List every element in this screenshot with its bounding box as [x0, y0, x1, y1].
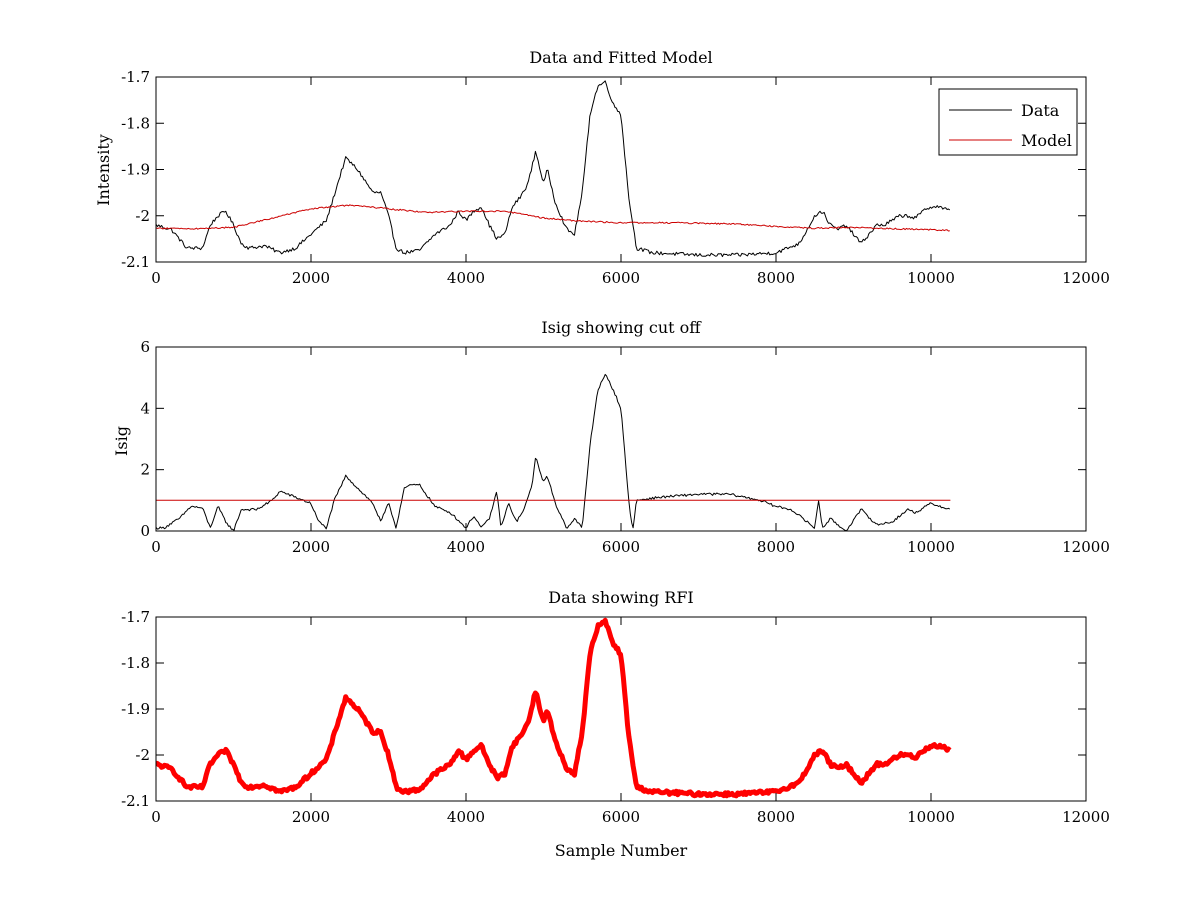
x-axis-label: Sample Number	[555, 841, 688, 860]
y-tick-label: -2.1	[121, 792, 150, 810]
legend: Data Model	[938, 88, 1078, 156]
y-tick-label: 2	[140, 461, 150, 479]
x-tick-label: 6000	[602, 808, 640, 826]
y-tick-label: -1.9	[121, 700, 150, 718]
x-tick-label: 6000	[602, 269, 640, 287]
y-tick-label: -1.9	[121, 161, 150, 179]
x-tick-label: 8000	[757, 269, 795, 287]
panel-2-title: Isig showing cut off	[541, 318, 702, 337]
y-tick-label: -1.8	[121, 114, 150, 132]
legend-model-label: Model	[1021, 131, 1072, 150]
x-tick-label: 12000	[1062, 538, 1110, 556]
panel-1-title: Data and Fitted Model	[529, 48, 712, 67]
series-group	[156, 617, 952, 799]
panel-3-plot: 0 2000 4000 6000 8000 10000 12000 -2.1 -2 -1.9 -1.…	[121, 608, 1110, 826]
series-group	[156, 373, 951, 531]
x-tick-label: 10000	[907, 269, 955, 287]
panel-3: Data showing RFI 0 2000 4000 6000 8000 10000 1…	[121, 588, 1110, 860]
x-tick-label: 4000	[447, 808, 485, 826]
legend-box	[938, 88, 1078, 156]
panel-2-plot: 0 2000 4000 6000 8000 10000 12000 0 2 4 6	[140, 338, 1109, 556]
x-tick-label: 2000	[292, 269, 330, 287]
y-tick-label: -1.7	[121, 68, 150, 86]
x-tick-label: 2000	[292, 538, 330, 556]
y-tick-label: 4	[140, 399, 150, 417]
y-tick-label: -2	[135, 207, 150, 225]
panel-1-ylabel: Intensity	[94, 134, 113, 206]
series-line-0	[156, 80, 951, 258]
x-tick-label: 0	[151, 808, 161, 826]
legend-data-label: Data	[1021, 101, 1060, 120]
x-tick-label: 10000	[907, 808, 955, 826]
y-tick-label: 6	[140, 338, 150, 356]
series-line-0	[156, 373, 951, 531]
x-tick-label: 4000	[447, 538, 485, 556]
panel-2-ylabel: Isig	[112, 426, 131, 456]
y-tick-label: -1.8	[121, 654, 150, 672]
panel-2: Isig showing cut off Isig 0 2000 4000 6000 8…	[112, 318, 1110, 556]
x-tick-label: 2000	[292, 808, 330, 826]
x-tick-label: 8000	[757, 808, 795, 826]
x-tick-label: 4000	[447, 269, 485, 287]
series-line-1	[156, 204, 950, 232]
y-tick-label: -2.1	[121, 253, 150, 271]
x-tick-label: 8000	[757, 538, 795, 556]
y-tick-label: 0	[140, 522, 150, 540]
x-tick-label: 12000	[1062, 269, 1110, 287]
panel-3-title: Data showing RFI	[548, 588, 693, 607]
series-group	[156, 80, 951, 258]
x-tick-label: 0	[151, 269, 161, 287]
panel-1-plot: 0 2000 4000 6000 8000 10000 12000 -2.1 -2 -1.9 -1.…	[121, 68, 1110, 287]
y-tick-label: -2	[135, 746, 150, 764]
x-tick-label: 0	[151, 538, 161, 556]
panel-1: Data and Fitted Model Intensity 0 2000 400…	[94, 48, 1110, 287]
series-line-0	[156, 617, 952, 799]
x-tick-label: 6000	[602, 538, 640, 556]
x-tick-label: 10000	[907, 538, 955, 556]
y-tick-label: -1.7	[121, 608, 150, 626]
x-tick-label: 12000	[1062, 808, 1110, 826]
